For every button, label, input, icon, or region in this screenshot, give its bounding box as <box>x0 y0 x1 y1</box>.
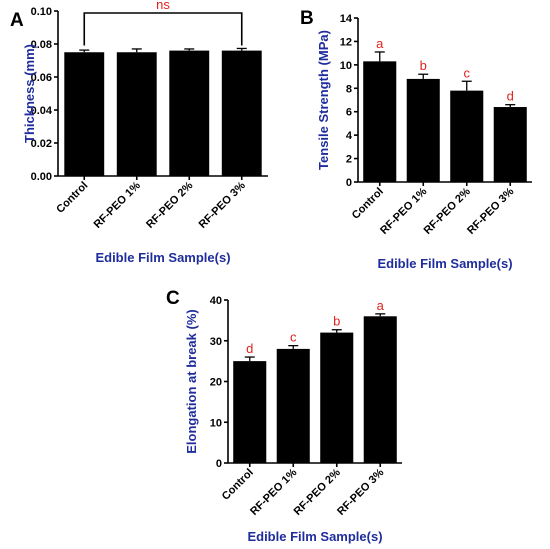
y-tick-label: 30 <box>210 336 222 348</box>
y-tick-label: 2 <box>346 154 352 166</box>
y-tick-label: 20 <box>210 377 222 389</box>
significance-letter: b <box>333 314 340 329</box>
significance-letter: c <box>290 330 297 345</box>
x-tick-label: RF-PEO 3% <box>197 179 248 230</box>
bar <box>276 348 310 463</box>
significance-letter: d <box>507 89 514 104</box>
y-tick-label: 0 <box>346 177 352 189</box>
y-tick-label: 12 <box>340 36 352 48</box>
bar <box>363 316 397 463</box>
significance-letter: a <box>377 298 385 313</box>
y-tick-label: 0.00 <box>31 171 52 183</box>
significance-letter: a <box>376 36 384 51</box>
panel-a: A 0.00 0.02 0.04 0.06 0.08 0.10 Control RF-PEO 1… <box>10 0 268 265</box>
bar <box>493 107 527 182</box>
panel-letter: B <box>300 8 314 29</box>
y-axis-title: Thickness (mm) <box>22 44 37 143</box>
y-tick-label: 14 <box>340 13 353 25</box>
y-tick-label: 10 <box>210 417 222 429</box>
bar <box>450 90 484 182</box>
y-tick-label: 0.08 <box>31 39 52 51</box>
x-axis-title: Edible Film Sample(s) <box>247 529 382 544</box>
panel-letter: C <box>166 288 180 309</box>
bar <box>233 361 267 463</box>
significance-letter: d <box>246 341 253 356</box>
y-tick-label: 40 <box>210 295 222 307</box>
significance-bracket <box>83 12 243 46</box>
y-tick-label: 4 <box>346 130 353 142</box>
bar <box>363 61 397 182</box>
x-axis-title: Edible Film Sample(s) <box>377 256 512 271</box>
x-tick-label: RF-PEO 1% <box>92 179 143 230</box>
y-tick-label: 0 <box>216 458 222 470</box>
y-tick-label: 8 <box>346 83 352 95</box>
bar <box>320 332 354 463</box>
x-tick-label: Control <box>350 186 386 222</box>
x-tick-label: RF-PEO 3% <box>335 466 386 517</box>
y-tick-label: 6 <box>346 107 352 119</box>
y-tick-label: 0.02 <box>31 138 52 150</box>
bar <box>116 52 157 176</box>
x-tick-label: Control <box>54 180 90 216</box>
y-tick-label: 10 <box>340 60 352 72</box>
bar <box>64 52 105 176</box>
y-tick-label: 0.04 <box>31 105 53 117</box>
y-axis-title: Tensile Strength (MPa) <box>316 30 331 170</box>
bar <box>221 50 262 176</box>
y-tick-label: 0.10 <box>31 6 52 18</box>
bar <box>169 50 210 176</box>
significance-letter: c <box>464 65 471 80</box>
bar <box>406 78 440 182</box>
y-axis-title: Elongation at break (%) <box>184 309 199 453</box>
bracket-label: ns <box>156 0 170 12</box>
significance-letter: b <box>420 58 427 73</box>
y-tick-label: 0.06 <box>31 72 52 84</box>
x-tick-label: Control <box>220 467 256 503</box>
x-axis-title: Edible Film Sample(s) <box>95 250 230 265</box>
x-tick-label: RF-PEO 3% <box>465 185 516 236</box>
x-tick-label: RF-PEO 2% <box>144 179 195 230</box>
panel-letter: A <box>10 10 24 31</box>
